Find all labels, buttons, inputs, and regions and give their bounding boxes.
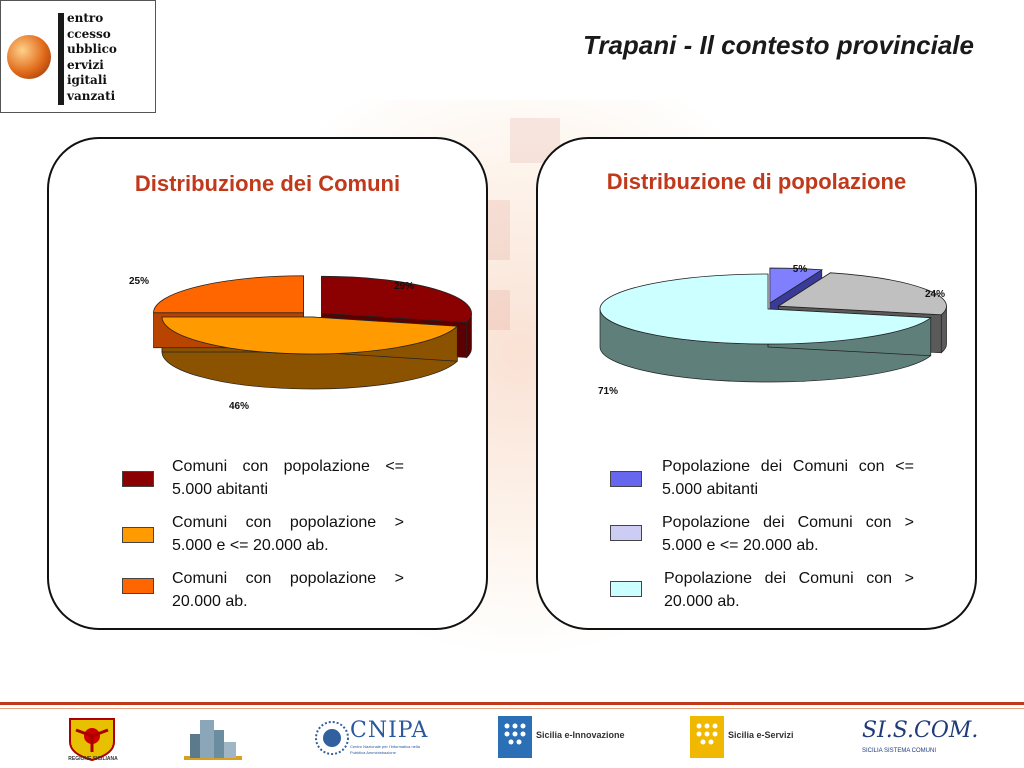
buildings-logo <box>178 716 242 762</box>
legend-label: Popolazione dei Comuni con > 5.000 e <= … <box>662 514 914 554</box>
panel-title: Distribuzione di popolazione <box>606 169 907 194</box>
legend-item: Comuni con popolazione > 5.000 e <= 20.0… <box>122 511 482 559</box>
servizi-wordmark: Sicilia e-Servizi <box>728 730 794 740</box>
pie-slice <box>777 272 947 316</box>
innovazione-wordmark: Sicilia e-Innovazione <box>536 730 625 740</box>
legend-swatch <box>122 471 154 487</box>
pie-data-label: 5% <box>793 264 808 275</box>
legend-swatch <box>610 581 642 597</box>
panel-distribuzione-popolazione: Distribuzione di popolazione 5% 24% 71% Po… <box>536 137 977 630</box>
innovazione-tile-icon <box>498 716 532 758</box>
pie-chart-popolazione: 5% 24% 71% <box>598 264 947 397</box>
legend-item: Comuni con popolazione > 20.000 ab. <box>122 567 482 615</box>
pie-data-label: 25% <box>129 276 149 287</box>
regione-siciliana-logo: REGIONE SICILIANA <box>62 716 122 762</box>
pie-data-label: 24% <box>925 289 945 300</box>
legend-label: Comuni con popolazione <= 5.000 abitanti <box>172 458 404 498</box>
logo-word: ervizi <box>67 57 104 72</box>
logo-words: entro ccesso ubblico ervizi igitali vanz… <box>67 11 117 104</box>
siscom-subtitle: SICILIA SISTEMA COMUNI <box>862 748 937 754</box>
sicilia-innovazione-logo: Sicilia e-Innovazione <box>498 716 628 762</box>
logo-word: ccesso <box>67 26 111 41</box>
legend-swatch <box>610 525 642 541</box>
legend-item: Popolazione dei Comuni con > 20.000 ab. <box>610 567 970 615</box>
pie-data-label: 29% <box>394 281 414 292</box>
logo-caption: REGIONE SICILIANA <box>68 756 118 762</box>
logo-word: igitali <box>67 73 107 87</box>
pie-slice <box>153 275 304 314</box>
legend-label: Comuni con popolazione > 20.000 ab. <box>172 570 404 610</box>
legend-swatch <box>122 527 154 543</box>
page-title: Trapani - Il contesto provinciale <box>582 30 974 60</box>
legend-swatch <box>122 578 154 594</box>
pie-slice <box>769 267 824 304</box>
siscom-logo: SI.S.COM. SICILIA SISTEMA COMUNI <box>858 716 978 762</box>
legend-item: Popolazione dei Comuni con <= 5.000 abit… <box>610 455 970 503</box>
cnipa-wordmark: CNIPA <box>350 718 429 743</box>
panel-distribuzione-comuni: Distribuzione dei Comuni 29% 46% 25% Comun… <box>47 137 488 630</box>
buildings-icon <box>184 720 242 760</box>
globe-icon <box>7 35 51 79</box>
trinacria-shield-icon <box>69 718 115 762</box>
legend-label: Popolazione dei Comuni con > 20.000 ab. <box>664 570 914 610</box>
cappsida-logo: entro ccesso ubblico ervizi igitali vanz… <box>0 0 156 113</box>
legend-item: Comuni con popolazione <= 5.000 abitanti <box>122 455 482 503</box>
cnipa-emblem-icon <box>315 721 349 755</box>
logo-word: entro <box>67 11 104 25</box>
legend-label: Popolazione dei Comuni con <= 5.000 abit… <box>662 458 914 498</box>
legend-label: Comuni con popolazione > 5.000 e <= 20.0… <box>172 514 404 554</box>
panel-title: Distribuzione dei Comuni <box>134 171 401 196</box>
dots-icon <box>504 723 526 745</box>
logo-word: ubblico <box>67 42 117 56</box>
siscom-wordmark: SI.S.COM. <box>862 718 979 743</box>
legend-swatch <box>610 471 642 487</box>
footer-divider <box>0 708 1024 709</box>
pie-data-label: 46% <box>229 401 249 412</box>
sicilia-servizi-logo: Sicilia e-Servizi <box>690 716 810 762</box>
cnipa-logo: CNIPA Centro Nazionale per l'Informatica… <box>314 716 434 762</box>
logo-word: vanzati <box>67 88 116 103</box>
footer-divider <box>0 702 1024 705</box>
logo-bar <box>58 13 64 105</box>
pie-slice <box>161 316 459 355</box>
legend-item: Popolazione dei Comuni con > 5.000 e <= … <box>610 511 970 559</box>
pie-slice <box>599 273 932 345</box>
cnipa-subtitle: Centro Nazionale per l'Informatica nella… <box>350 744 420 755</box>
pie-chart-comuni: 29% 46% 25% <box>129 275 472 412</box>
dots-icon <box>696 723 718 745</box>
servizi-tile-icon <box>690 716 724 758</box>
pie-data-label: 71% <box>598 386 618 397</box>
pie-slice <box>321 275 472 323</box>
